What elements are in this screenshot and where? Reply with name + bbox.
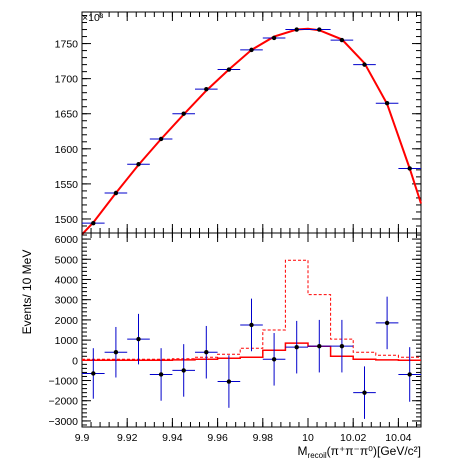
bottom-frame	[81, 232, 422, 428]
bottom-ytick-label: 4000	[55, 274, 79, 286]
bottom-ytick-label: 6000	[55, 234, 79, 246]
bottom-panel: −3000 −2000 −1000 0 1000 2000 3000 4000 5000 6000…	[49, 232, 422, 444]
top-data-point	[362, 62, 367, 67]
bottom-data-point	[226, 379, 232, 384]
y-axis-title: Events/ 10 MeV	[20, 250, 34, 335]
top-data-point	[249, 47, 254, 53]
bottom-data-point	[158, 372, 164, 377]
bottom-xtick-label: 10.04	[385, 432, 411, 444]
bottom-data-point	[317, 343, 322, 349]
x-axis-title-main: M	[298, 444, 308, 458]
bottom-data-point	[271, 357, 277, 362]
top-ytick-label: 1650	[55, 109, 79, 121]
top-ytick-label: 1700	[55, 74, 79, 86]
bottom-xtick-label: 9.94	[162, 432, 183, 444]
top-data-point	[294, 27, 299, 32]
top-data-point	[226, 67, 232, 72]
bottom-dashed-histogram	[82, 259, 421, 360]
top-frame	[81, 11, 422, 234]
bottom-xtick-label: 10	[302, 432, 314, 444]
bottom-data-point	[136, 336, 141, 342]
bottom-xtick-label: 9.96	[207, 432, 228, 444]
x-axis-title-rest: (π⁺π⁻π⁰)[GeV/c²]	[327, 444, 421, 458]
bottom-ytick-label: 2000	[55, 315, 79, 327]
bottom-xtick-label: 9.92	[117, 432, 138, 444]
top-panel: 1500 1550 1600 1650 1700 1750	[55, 11, 422, 236]
top-data-point	[113, 190, 119, 196]
top-fit-curve	[81, 27, 422, 236]
top-data-point	[204, 86, 209, 92]
bottom-data-point	[204, 350, 209, 355]
top-ytick-label: 1600	[55, 144, 79, 156]
bottom-data-point	[339, 343, 345, 349]
bottom-ytick-label: −2000	[49, 396, 79, 408]
bottom-xtick-label: 10.02	[340, 432, 366, 444]
bottom-ytick-label: 5000	[55, 254, 79, 266]
bottom-data-point	[249, 322, 254, 328]
top-data-point	[317, 27, 322, 32]
bottom-ytick-label: −1000	[49, 376, 79, 388]
bottom-xtick-label: 9.9	[75, 432, 90, 444]
top-data-point	[339, 37, 345, 43]
top-ytick-label: 1500	[55, 214, 79, 226]
x-axis-title-subscript: recoil	[308, 451, 327, 460]
bottom-data-point	[91, 371, 96, 376]
bottom-data-point	[181, 368, 186, 373]
bottom-data-point	[384, 320, 390, 326]
bottom-ytick-label: 0	[72, 355, 78, 367]
bottom-data-point	[407, 372, 412, 377]
top-ytick-label: 1750	[55, 39, 79, 51]
bottom-ytick-label: 3000	[55, 295, 79, 307]
top-data-point	[91, 220, 96, 226]
bottom-solid-histogram	[82, 342, 421, 362]
bottom-data-point	[294, 344, 299, 350]
top-data-point	[407, 166, 412, 171]
top-data-point	[271, 35, 277, 41]
top-data-point	[136, 162, 141, 167]
top-ytick-label: 1550	[55, 179, 79, 191]
bottom-data-point	[113, 350, 119, 355]
bottom-ytick-label: 1000	[55, 335, 79, 347]
top-data-point	[181, 111, 186, 116]
bottom-xtick-label: 9.98	[253, 432, 274, 444]
bottom-ytick-label: −3000	[49, 416, 79, 428]
bottom-data-point	[362, 390, 367, 395]
top-data-point	[384, 101, 390, 106]
top-exponent-label: ×10³	[82, 12, 104, 24]
top-data-point	[158, 136, 164, 142]
x-axis-title: Mrecoil(π⁺π⁻π⁰)[GeV/c²]	[298, 444, 421, 460]
